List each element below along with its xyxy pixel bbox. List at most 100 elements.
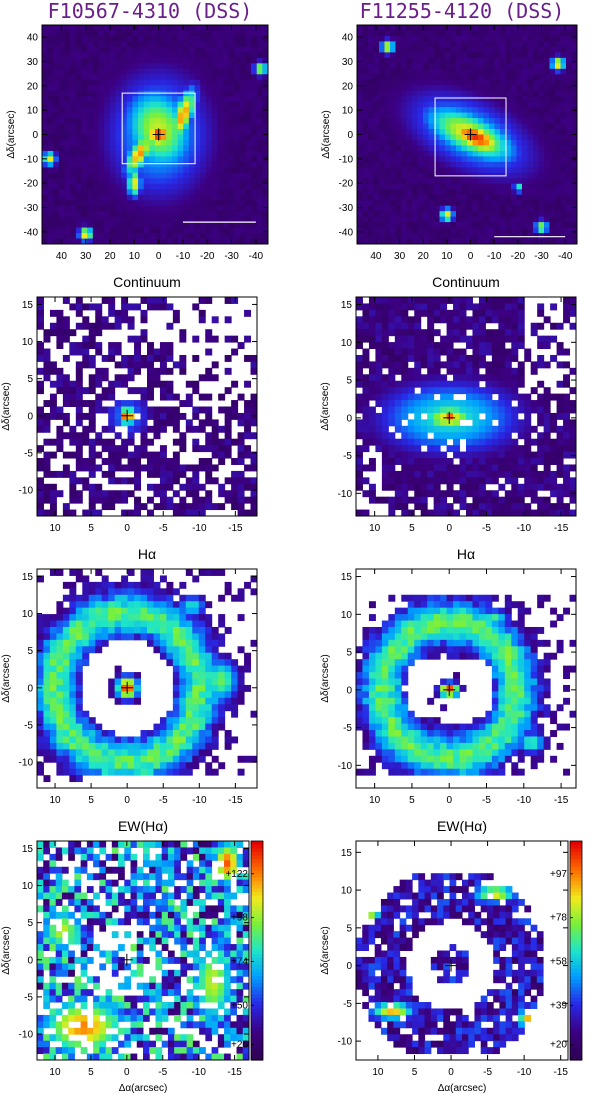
x-tick-label: 5 — [409, 795, 415, 806]
y-tick-label: 30 — [27, 57, 39, 68]
y-tick-label: 20 — [27, 81, 39, 92]
axis-ticks: 10 5 0 -5 -10 -15 15 10 5 0 -5 -10 — [338, 569, 576, 806]
x-tick-label: -15 — [228, 795, 243, 806]
axis-ticks: 10 5 0 -5 -10 -15 15 10 5 0 -5 -10 — [19, 297, 257, 534]
x-tick-label: 5 — [409, 523, 415, 534]
plot-frame — [36, 296, 258, 517]
y-tick-label: -30 — [24, 203, 39, 214]
x-tick-label: 10 — [49, 795, 61, 806]
plot-frame — [355, 840, 569, 1061]
x-tick-label: -5 — [482, 795, 491, 806]
field-of-view-box — [121, 92, 196, 165]
y-tick-label: 30 — [342, 57, 354, 68]
x-tick-label: -5 — [159, 795, 168, 806]
colorbar-label: +97 — [550, 869, 567, 880]
y-tick-label: 0 — [27, 955, 33, 966]
y-axis-label: Δδ(arcsec) — [1, 382, 12, 430]
y-tick-label: 0 — [32, 130, 38, 141]
colorbar-label: +58 — [550, 956, 567, 967]
colorbar-label: +98 — [231, 913, 248, 924]
y-tick-label: -10 — [24, 154, 39, 165]
colorbar-label: +20 — [550, 1040, 567, 1051]
y-tick-label: -10 — [19, 486, 34, 497]
y-axis-label: Δδ(arcsec) — [320, 654, 331, 702]
x-tick-label: -15 — [227, 1067, 242, 1078]
y-axis-label: Δδ(arcsec) — [6, 110, 17, 158]
plot-frame — [36, 568, 258, 789]
y-tick-label: 0 — [346, 685, 352, 696]
y-axis-label: Δδ(arcsec) — [320, 926, 331, 974]
plot-frame — [36, 840, 250, 1061]
x-tick-label: -5 — [158, 1067, 167, 1078]
axis-ticks: 10 5 0 -5 -10 -15 15 10 5 0 -5 -10 — [338, 297, 576, 534]
x-tick-label: 0 — [124, 523, 130, 534]
y-tick-label: 15 — [341, 848, 353, 859]
panel-7: EW(Hα) 10 5 0 -5 -10 -15 15 10 5 0 -5 -10 Δδ(arcsec) Δ… — [1, 818, 264, 1094]
panel-title: F10567-4310 (DSS) — [48, 0, 253, 23]
x-tick-label: 0 — [124, 795, 130, 806]
y-tick-label: 10 — [22, 881, 34, 892]
pixel-map — [37, 841, 250, 1061]
y-tick-label: 5 — [346, 923, 352, 934]
nucleus-marker — [445, 959, 458, 972]
x-tick-label: 20 — [104, 251, 116, 262]
nucleus-marker — [443, 683, 456, 696]
panel-title: Hα — [457, 546, 475, 562]
x-tick-label: 0 — [156, 251, 162, 262]
x-tick-label: -15 — [228, 523, 243, 534]
y-tick-label: -10 — [339, 154, 354, 165]
x-tick-label: -10 — [517, 1067, 532, 1078]
panel-title: Continuum — [432, 274, 500, 290]
x-tick-label: 10 — [49, 523, 61, 534]
colorbar-label: +39 — [550, 1000, 567, 1011]
x-tick-label: -10 — [176, 251, 191, 262]
panel-3: Continuum 10 5 0 -5 -10 -15 15 10 5 0 -5 -10 Δδ(arcse… — [1, 274, 258, 534]
x-tick-label: -5 — [483, 1067, 492, 1078]
pixel-map — [37, 569, 258, 783]
x-tick-label: -20 — [200, 251, 215, 262]
nucleus-marker — [443, 411, 456, 424]
y-tick-label: 10 — [341, 610, 353, 621]
y-tick-label: 0 — [347, 130, 353, 141]
y-tick-label: 5 — [346, 648, 352, 659]
y-tick-label: -5 — [343, 999, 352, 1010]
x-tick-label: -10 — [191, 1067, 206, 1078]
x-tick-label: 10 — [369, 795, 381, 806]
x-tick-label: 0 — [446, 523, 452, 534]
x-axis-label: Δα(arcsec) — [119, 1083, 168, 1094]
plot-frame — [355, 296, 577, 517]
y-axis-label: Δδ(arcsec) — [1, 926, 12, 974]
y-tick-label: -10 — [338, 489, 353, 500]
y-tick-label: 0 — [346, 961, 352, 972]
y-tick-label: 15 — [341, 300, 353, 311]
axis-ticks: 40 30 20 10 0 -10 -20 -30 -40403020100-10-20-30-… — [24, 25, 268, 262]
panel-title: EW(Hα) — [437, 818, 487, 834]
x-tick-label: 10 — [369, 523, 381, 534]
y-tick-label: 10 — [27, 106, 39, 117]
pixel-map — [357, 25, 578, 245]
x-tick-label: -5 — [159, 523, 168, 534]
y-axis-label: Δδ(arcsec) — [320, 382, 331, 430]
x-tick-label: -10 — [487, 251, 502, 262]
x-tick-label: 5 — [412, 1067, 418, 1078]
x-tick-label: 30 — [394, 251, 406, 262]
x-tick-label: 0 — [468, 251, 474, 262]
plot-frame — [355, 568, 577, 789]
x-tick-label: -15 — [554, 523, 569, 534]
y-tick-label: 0 — [27, 683, 33, 694]
y-tick-label: 15 — [22, 572, 34, 583]
axis-ticks: 10 5 0 -5 -10 -15 15 10 5 0 -5 -10 — [19, 569, 257, 806]
nucleus-marker — [464, 128, 477, 141]
y-tick-label: 15 — [341, 572, 353, 583]
y-tick-label: 15 — [22, 844, 34, 855]
x-tick-label: -30 — [224, 251, 239, 262]
y-tick-label: -40 — [24, 227, 39, 238]
y-tick-label: -5 — [24, 992, 33, 1003]
x-tick-label: -30 — [534, 251, 549, 262]
colorbar-label: +50 — [231, 1000, 248, 1011]
panel-title: Hα — [138, 546, 156, 562]
x-tick-label: 5 — [88, 523, 94, 534]
y-tick-label: -30 — [339, 203, 354, 214]
axis-ticks: 10 5 0 -5 -10 -15 15 10 5 0 -5 -10 — [19, 841, 249, 1078]
pixel-map — [42, 25, 269, 245]
